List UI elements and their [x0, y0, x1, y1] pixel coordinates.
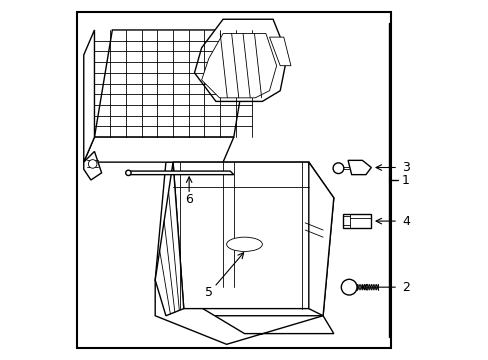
Text: 4: 4 [401, 215, 409, 228]
Polygon shape [83, 137, 233, 162]
Polygon shape [126, 171, 233, 175]
Polygon shape [83, 152, 102, 180]
Polygon shape [201, 33, 276, 98]
Text: 6: 6 [185, 193, 193, 206]
Polygon shape [342, 214, 370, 228]
Circle shape [341, 279, 356, 295]
Text: 2: 2 [401, 281, 409, 294]
Polygon shape [194, 19, 287, 102]
Polygon shape [269, 37, 290, 66]
Ellipse shape [125, 170, 131, 176]
Polygon shape [155, 162, 183, 316]
Ellipse shape [226, 237, 262, 251]
Bar [77, 12, 390, 348]
Polygon shape [173, 162, 323, 309]
Polygon shape [347, 160, 370, 175]
Circle shape [332, 163, 343, 174]
Polygon shape [308, 162, 333, 316]
Polygon shape [155, 162, 333, 316]
Circle shape [88, 159, 97, 168]
Polygon shape [83, 30, 94, 162]
Polygon shape [155, 280, 333, 344]
Text: 1: 1 [401, 174, 408, 186]
Polygon shape [94, 30, 251, 137]
Text: 3: 3 [401, 161, 409, 174]
Text: 5: 5 [204, 286, 212, 299]
